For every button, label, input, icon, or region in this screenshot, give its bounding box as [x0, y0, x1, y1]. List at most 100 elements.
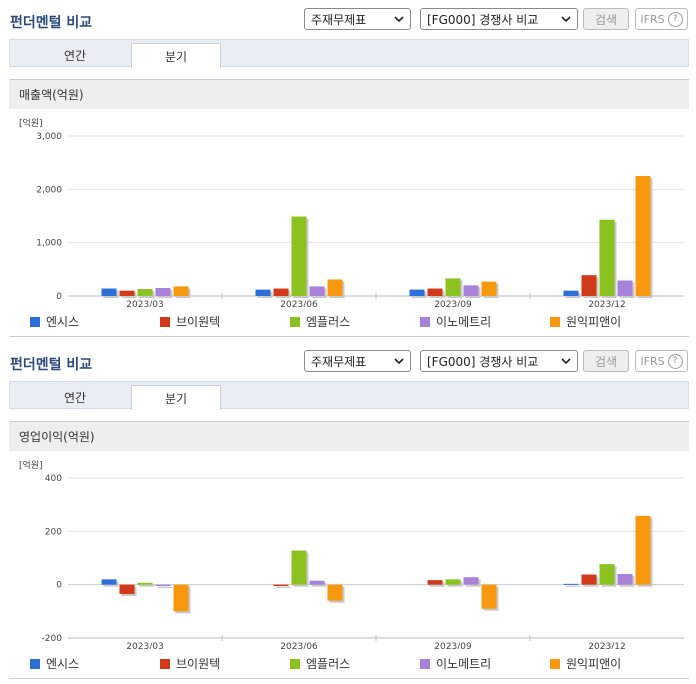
legend-item: 이노메트리 — [420, 313, 550, 330]
legend-label: 원익피앤이 — [566, 657, 622, 671]
legend-swatch — [30, 658, 40, 669]
ifrs-button[interactable]: IFRS ? — [635, 350, 688, 372]
bar-shadow — [565, 585, 581, 587]
x-tick-label: 2023/09 — [434, 642, 472, 649]
legend-swatch — [420, 658, 430, 669]
legend-swatch — [30, 316, 40, 327]
fundamental-section-revenue: 펀더멘털 비교 주재무제표 [FG000] 경쟁사 비교 검색 IFRS ? 연… — [9, 8, 689, 337]
tab-annual[interactable]: 연간 — [63, 391, 87, 405]
ifrs-label: IFRS — [640, 12, 665, 26]
legend-label: 브이원텍 — [176, 657, 221, 671]
bar[interactable] — [445, 579, 461, 585]
bar[interactable] — [273, 584, 289, 586]
bar[interactable] — [155, 584, 171, 586]
bar[interactable] — [173, 286, 189, 296]
legend-item: 브이원텍 — [160, 313, 290, 330]
legend-swatch — [290, 316, 300, 327]
bar[interactable] — [427, 580, 443, 585]
bar[interactable] — [481, 281, 497, 296]
panel-divider — [9, 678, 689, 679]
y-tick-label: 3,000 — [36, 132, 62, 142]
chart-legend: 엔시스 브이원텍 엠플러스 이노메트리 원익피앤이 — [30, 313, 680, 330]
y-tick-label: 2,000 — [36, 185, 62, 195]
x-tick-label: 2023/03 — [126, 300, 163, 307]
x-tick-label: 2023/09 — [434, 300, 472, 307]
x-tick-label: 2023/12 — [588, 300, 625, 307]
y-tick-label: -200 — [42, 634, 63, 644]
statement-select-value: 주재무제표 — [311, 354, 367, 369]
bar[interactable] — [617, 574, 633, 585]
x-tick-label: 2023/03 — [126, 642, 163, 649]
bar[interactable] — [617, 280, 633, 296]
bar[interactable] — [119, 584, 135, 594]
bar[interactable] — [635, 515, 651, 585]
legend-label: 원익피앤이 — [566, 315, 622, 329]
bar[interactable] — [445, 278, 461, 296]
help-icon: ? — [667, 11, 683, 27]
bar[interactable] — [101, 288, 117, 296]
chart-title: 매출액(억원) — [9, 79, 689, 109]
bar[interactable] — [291, 550, 307, 585]
bar-shadow — [139, 584, 155, 587]
statement-select[interactable]: 주재무제표 — [304, 350, 411, 372]
bar[interactable] — [599, 564, 615, 585]
bar[interactable] — [427, 288, 443, 296]
bar[interactable] — [481, 584, 497, 609]
revenue-chart: [억원] 0 1,000 2,000 3,000 2023/03 2023/06 2023/0… — [19, 117, 684, 307]
bar[interactable] — [291, 216, 307, 296]
y-tick-label: 0 — [56, 581, 62, 591]
bar[interactable] — [463, 285, 479, 296]
chevron-down-icon — [561, 358, 571, 365]
legend-item: 엔시스 — [30, 655, 160, 672]
bar[interactable] — [137, 582, 153, 585]
statement-select[interactable]: 주재무제표 — [304, 8, 411, 30]
bar[interactable] — [581, 574, 597, 585]
x-tick-label: 2023/06 — [280, 642, 318, 649]
compare-select[interactable]: [FG000] 경쟁사 비교 — [420, 8, 578, 30]
legend-item: 브이원텍 — [160, 655, 290, 672]
bar[interactable] — [463, 577, 479, 585]
legend-item: 이노메트리 — [420, 655, 550, 672]
chart-title: 영업이익(억원) — [9, 421, 689, 451]
bar[interactable] — [309, 580, 325, 585]
tab-quarterly[interactable]: 분기 — [131, 43, 221, 68]
bar[interactable] — [173, 584, 189, 612]
bar[interactable] — [101, 579, 117, 585]
statement-select-value: 주재무제표 — [311, 12, 367, 27]
legend-label: 엔시스 — [46, 315, 80, 329]
tab-annual[interactable]: 연간 — [63, 49, 87, 63]
bar[interactable] — [563, 583, 579, 585]
fundamental-section-operating-income: 펀더멘털 비교 주재무제표 [FG000] 경쟁사 비교 검색 IFRS ? 연… — [0, 342, 696, 684]
y-tick-label: 0 — [56, 292, 62, 302]
bar[interactable] — [563, 290, 579, 296]
bar[interactable] — [155, 288, 171, 296]
bar[interactable] — [137, 289, 153, 296]
legend-swatch — [160, 658, 170, 669]
bar[interactable] — [581, 275, 597, 296]
compare-select[interactable]: [FG000] 경쟁사 비교 — [420, 350, 578, 372]
bar-shadow — [157, 586, 173, 588]
bar[interactable] — [409, 289, 425, 296]
search-button[interactable]: 검색 — [583, 8, 629, 30]
search-button[interactable]: 검색 — [583, 350, 629, 372]
bar[interactable] — [255, 289, 271, 296]
panel-divider — [9, 336, 689, 337]
bar[interactable] — [327, 279, 343, 296]
legend-label: 엠플러스 — [306, 657, 351, 671]
chart-legend: 엔시스 브이원텍 엠플러스 이노메트리 원익피앤이 — [30, 655, 680, 672]
tab-quarterly[interactable]: 분기 — [131, 385, 221, 410]
ifrs-button[interactable]: IFRS ? — [635, 8, 688, 30]
compare-select-value: [FG000] 경쟁사 비교 — [427, 12, 539, 27]
legend-swatch — [290, 658, 300, 669]
section-title: 펀더멘털 비교 — [10, 15, 93, 31]
x-tick-label: 2023/12 — [588, 642, 625, 649]
bar[interactable] — [635, 176, 651, 296]
period-tabs: 연간 분기 — [9, 381, 689, 410]
bar[interactable] — [599, 219, 615, 296]
bar[interactable] — [119, 290, 135, 296]
bar[interactable] — [273, 288, 289, 296]
bar[interactable] — [309, 286, 325, 296]
bar[interactable] — [327, 584, 343, 601]
chevron-down-icon — [394, 16, 404, 23]
legend-swatch — [160, 316, 170, 327]
